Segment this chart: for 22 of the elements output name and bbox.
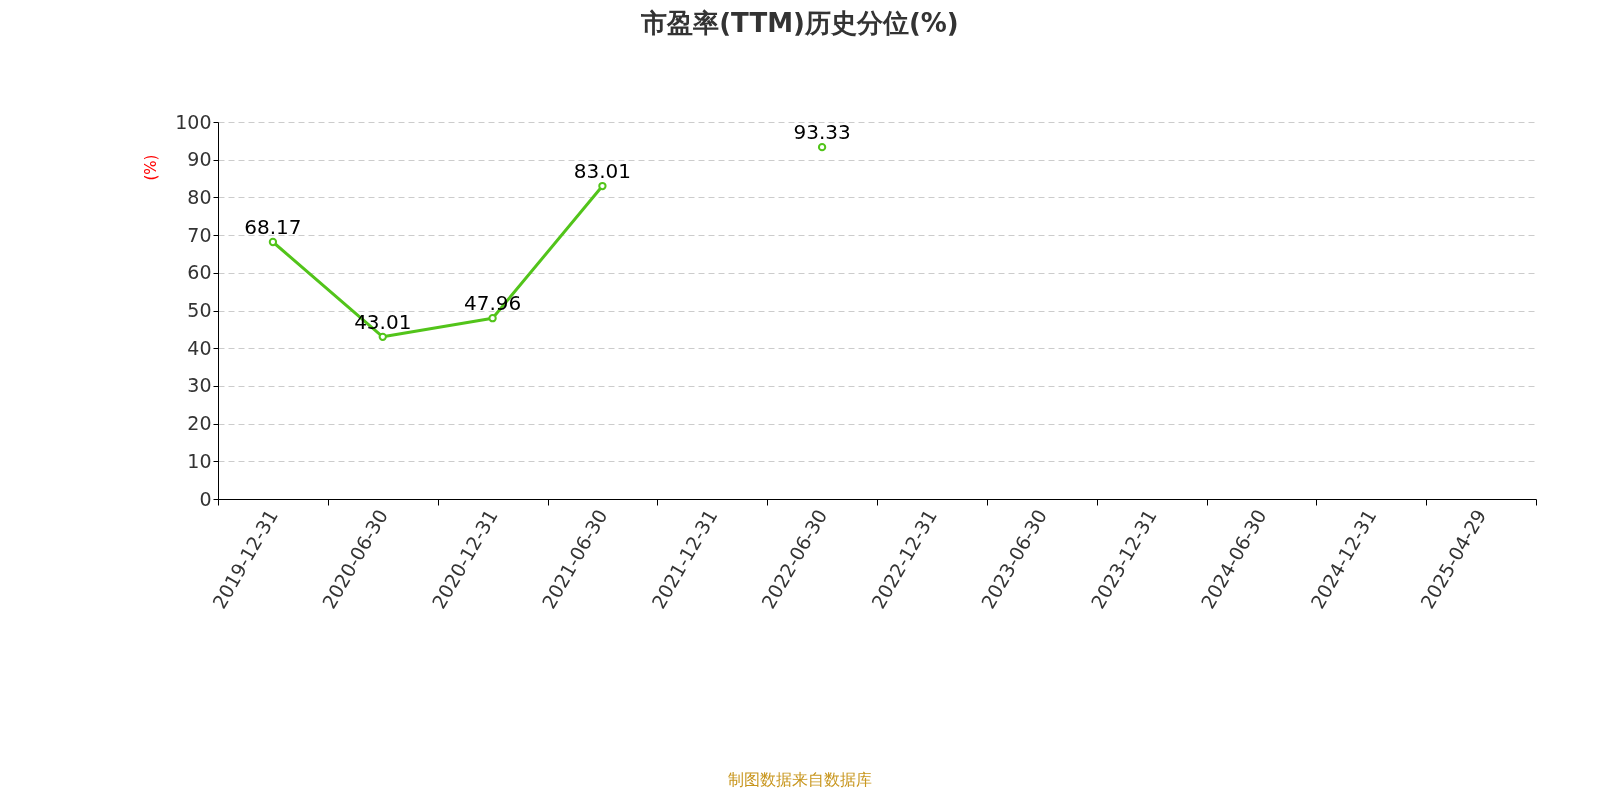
text: 制图数据来自数据库	[727, 770, 873, 791]
y-tick-label: 60	[187, 261, 212, 284]
point	[488, 314, 497, 323]
y-tick-label: 10	[187, 449, 212, 472]
point	[378, 332, 387, 342]
y-tick-label: 90	[187, 148, 212, 171]
y-tick-label: 50	[187, 299, 212, 321]
point	[817, 142, 827, 152]
point	[598, 181, 607, 191]
y-tick-label: 40	[187, 336, 212, 359]
y-tick-label: 0	[199, 487, 212, 510]
y-tick-label: 100	[175, 110, 212, 133]
chart-title: 市盈率(TTM)历史分位(%)	[640, 7, 960, 40]
data-label: 83.01	[573, 159, 632, 184]
data-label: 93.33	[793, 120, 851, 145]
y-tick-label: 20	[187, 412, 212, 435]
y-tick-label: 70	[187, 223, 212, 246]
point	[268, 237, 278, 247]
y-tick-label: 30	[187, 374, 212, 397]
data-label: 68.17	[244, 215, 302, 239]
y-axis-title: (%)	[141, 154, 160, 181]
y-tick-label: 80	[187, 185, 212, 208]
